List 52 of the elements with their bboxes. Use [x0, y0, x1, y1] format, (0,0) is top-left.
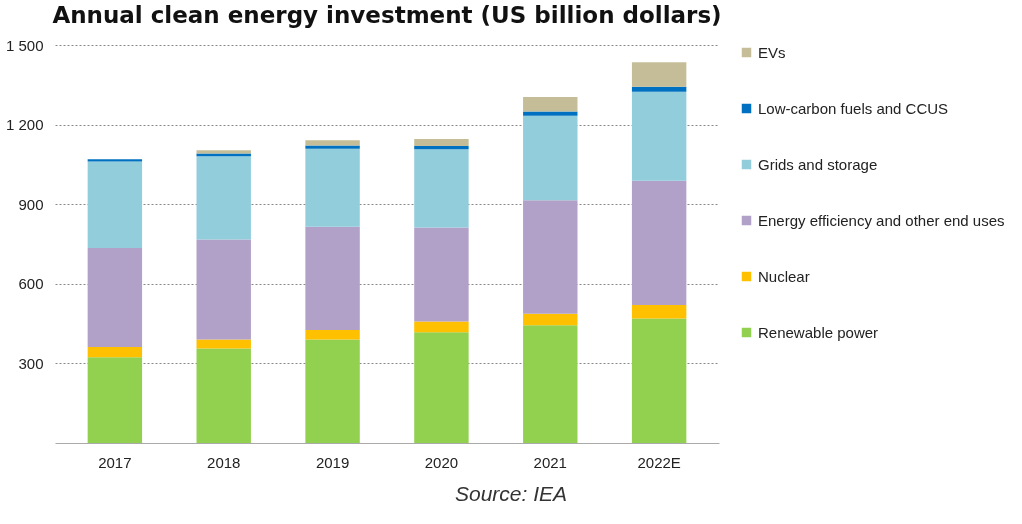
y-tick-label: 300: [18, 354, 44, 372]
bar: [414, 227, 469, 322]
y-tick-label: 600: [18, 275, 44, 293]
bar: [414, 138, 469, 147]
bar: [196, 348, 251, 443]
bar: [523, 325, 578, 443]
x-tick-label: 2021: [533, 453, 567, 471]
x-tick-label: 2017: [98, 453, 132, 471]
bar: [631, 305, 687, 319]
legend-label: Grids and storage: [758, 155, 878, 173]
bar: [523, 97, 578, 112]
bar: [87, 357, 143, 443]
x-tick-label: 2020: [424, 453, 459, 471]
bar: [87, 346, 143, 358]
bar: [523, 111, 578, 116]
bar: [305, 148, 360, 227]
x-tick-label: 2018: [207, 453, 241, 471]
x-tick-label: 2022E: [637, 453, 681, 471]
legend-label: Low-carbon fuels and CCUS: [758, 99, 949, 117]
bar: [523, 115, 578, 201]
bar: [196, 239, 251, 340]
x-tick-label: 2019: [315, 453, 350, 471]
bar: [305, 226, 360, 330]
bar: [196, 156, 251, 240]
bar: [523, 200, 578, 314]
bar: [414, 332, 469, 443]
bar: [196, 339, 251, 349]
y-tick-label: 1 500: [5, 36, 44, 54]
y-tick-label: 1 200: [5, 116, 44, 134]
bar: [631, 91, 687, 181]
bar: [305, 140, 360, 146]
legend-label: Nuclear: [758, 267, 810, 285]
bar: [414, 149, 469, 228]
y-tick-label: 900: [18, 195, 44, 213]
bar: [305, 329, 360, 340]
bar: [87, 161, 143, 248]
bar: [631, 318, 687, 443]
bar: [87, 159, 143, 162]
chart-title: Annual clean energy investment (US billion dollars): [52, 2, 722, 28]
bar: [414, 146, 469, 150]
legend-label: Renewable power: [758, 323, 879, 341]
bar: [305, 339, 360, 443]
bar: [631, 86, 687, 92]
legend-label: EVs: [758, 43, 786, 61]
bar: [631, 180, 687, 306]
bar: [305, 145, 360, 149]
bar: [523, 313, 578, 326]
bar: [414, 321, 469, 333]
legend-label: Energy efficiency and other end uses: [758, 211, 1005, 229]
bar: [631, 62, 687, 87]
bar: [87, 247, 143, 347]
source-note: Source: IEA: [453, 482, 569, 506]
